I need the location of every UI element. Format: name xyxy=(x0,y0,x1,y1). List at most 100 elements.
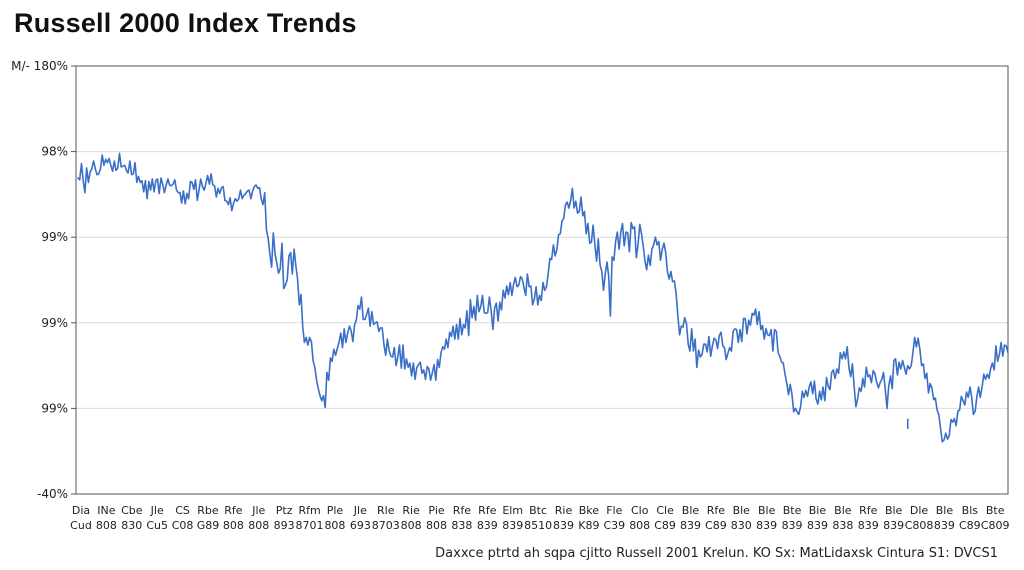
x-tick-label: Rie 808 xyxy=(401,504,422,532)
x-tick-label-line1: Ble xyxy=(885,504,903,517)
x-tick-label-line1: Rfe xyxy=(707,504,726,517)
x-tick-label-line1: Bte xyxy=(986,504,1005,517)
x-tick-label: Rbe G89 xyxy=(197,504,220,532)
x-tick-label-line1: Dia xyxy=(72,504,90,517)
x-tick-label-line2: C39 xyxy=(603,519,625,532)
x-tick-label-line2: 8510 xyxy=(524,519,552,532)
x-tick-label-line2: 839 xyxy=(502,519,523,532)
x-tick-label: Ple 808 xyxy=(324,504,345,532)
x-tick-label-line2: 839 xyxy=(782,519,803,532)
x-tick-label-line1: Pie xyxy=(428,504,444,517)
x-tick-label-line1: Rfm xyxy=(298,504,320,517)
x-tick-label-line1: Cbe xyxy=(121,504,143,517)
series-line xyxy=(77,152,1009,443)
x-tick-label: Dle C808 xyxy=(905,504,934,532)
x-tick-label: Ble 838 xyxy=(832,504,853,532)
x-tick-label-line1: Ple xyxy=(327,504,344,517)
x-tick-label-line1: Bke xyxy=(579,504,600,517)
x-tick-label-line2: 808 xyxy=(96,519,117,532)
x-tick-label-line2: 808 xyxy=(401,519,422,532)
x-tick-label: Jle 693 xyxy=(350,504,371,532)
x-tick-label: Rfe 838 xyxy=(451,504,472,532)
x-tick-label: Ble 830 xyxy=(731,504,752,532)
y-tick-label: 99% xyxy=(41,230,68,244)
x-tick-label-line2: 830 xyxy=(731,519,752,532)
y-tick-label: -40% xyxy=(37,487,68,501)
x-tick-label-line1: Ptz xyxy=(276,504,293,517)
x-tick-label: Ble 839 xyxy=(680,504,701,532)
x-tick-label-line1: Rle xyxy=(377,504,395,517)
x-tick-label-line2: G89 xyxy=(197,519,220,532)
y-tick-label: M/- 180% xyxy=(11,59,68,73)
x-tick-label-line2: C08 xyxy=(172,519,194,532)
y-tick-label: 99% xyxy=(41,401,68,415)
x-tick-label-line2: 839 xyxy=(807,519,828,532)
x-tick-label-line2: 839 xyxy=(883,519,904,532)
y-axis: -40% 99% 99% 99% 98% M/- 180% xyxy=(11,59,76,501)
x-tick-label-line1: Jle xyxy=(251,504,265,517)
x-tick-label-line2: 808 xyxy=(426,519,447,532)
x-tick-label: CS C08 xyxy=(172,504,194,532)
x-tick-label: Ptz 893 xyxy=(274,504,295,532)
x-tick-label: Bte C809 xyxy=(981,504,1010,532)
x-tick-label-line2: 808 xyxy=(248,519,269,532)
x-tick-label: Rfe 839 xyxy=(858,504,879,532)
x-tick-label: Elm 839 xyxy=(502,504,523,532)
x-tick-label-line1: Rbe xyxy=(197,504,219,517)
x-tick-label: Dia Cud xyxy=(70,504,92,532)
x-tick-label-line1: Rie xyxy=(555,504,573,517)
x-tick-label-line2: 839 xyxy=(934,519,955,532)
x-tick-label: Btc 8510 xyxy=(524,504,552,532)
x-tick-label-line1: Rfe xyxy=(453,504,472,517)
x-tick-label-line1: Bte xyxy=(783,504,802,517)
x-tick-label-line2: 838 xyxy=(451,519,472,532)
x-tick-label: Cle C89 xyxy=(654,504,676,532)
x-tick-label-line1: Ble xyxy=(936,504,954,517)
series-group xyxy=(77,152,1009,443)
source-note: Daxxce ptrtd ah sqpa cjitto Russell 2001… xyxy=(435,546,998,561)
x-tick-label-line2: 839 xyxy=(680,519,701,532)
x-tick-label: Clo 808 xyxy=(629,504,650,532)
y-tick-label: 99% xyxy=(41,316,68,330)
x-tick-label-line2: Cud xyxy=(70,519,92,532)
x-tick-label: INe 808 xyxy=(96,504,117,532)
x-tick-label-line1: Rie xyxy=(402,504,420,517)
x-tick-label: Cbe 830 xyxy=(121,504,143,532)
x-tick-label-line1: Cle xyxy=(656,504,674,517)
x-tick-label-line1: Rfe xyxy=(859,504,878,517)
x-tick-label-line1: Ble xyxy=(682,504,700,517)
x-tick-label-line2: 808 xyxy=(629,519,650,532)
x-tick-label-line2: 893 xyxy=(274,519,295,532)
x-tick-label: Fle C39 xyxy=(603,504,625,532)
x-tick-label-line2: C89 xyxy=(959,519,981,532)
x-tick-label: Bke K89 xyxy=(578,504,599,532)
x-tick-label-line2: K89 xyxy=(578,519,599,532)
chart-title: Russell 2000 Index Trends xyxy=(14,8,357,38)
x-tick-label-line1: Btc xyxy=(529,504,547,517)
x-tick-label-line2: 808 xyxy=(324,519,345,532)
x-tick-label-line2: 693 xyxy=(350,519,371,532)
x-tick-label-line1: Fle xyxy=(606,504,622,517)
x-tick-label-line1: Bie xyxy=(809,504,827,517)
x-tick-label-line2: C89 xyxy=(654,519,676,532)
x-tick-label-line2: 830 xyxy=(121,519,142,532)
x-tick-label-line2: C808 xyxy=(905,519,934,532)
x-tick-label: Jle Cu5 xyxy=(146,504,168,532)
x-tick-label-line1: Ble xyxy=(733,504,751,517)
x-tick-label-line2: 839 xyxy=(756,519,777,532)
x-tick-label-line2: C89 xyxy=(705,519,727,532)
y-tick-label: 98% xyxy=(41,145,68,159)
x-tick-label-line2: 8703 xyxy=(372,519,400,532)
x-tick-label: Rfe 808 xyxy=(223,504,244,532)
x-tick-label: Bte 839 xyxy=(782,504,803,532)
x-tick-label-line1: Bls xyxy=(962,504,979,517)
x-tick-label-line1: INe xyxy=(97,504,115,517)
x-tick-label-line1: Jle xyxy=(353,504,367,517)
x-tick-label-line2: 839 xyxy=(477,519,498,532)
x-tick-label: Bls C89 xyxy=(959,504,981,532)
x-tick-label: Pie 808 xyxy=(426,504,447,532)
x-tick-label: Rfe C89 xyxy=(705,504,727,532)
x-tick-label: Ble 839 xyxy=(883,504,904,532)
